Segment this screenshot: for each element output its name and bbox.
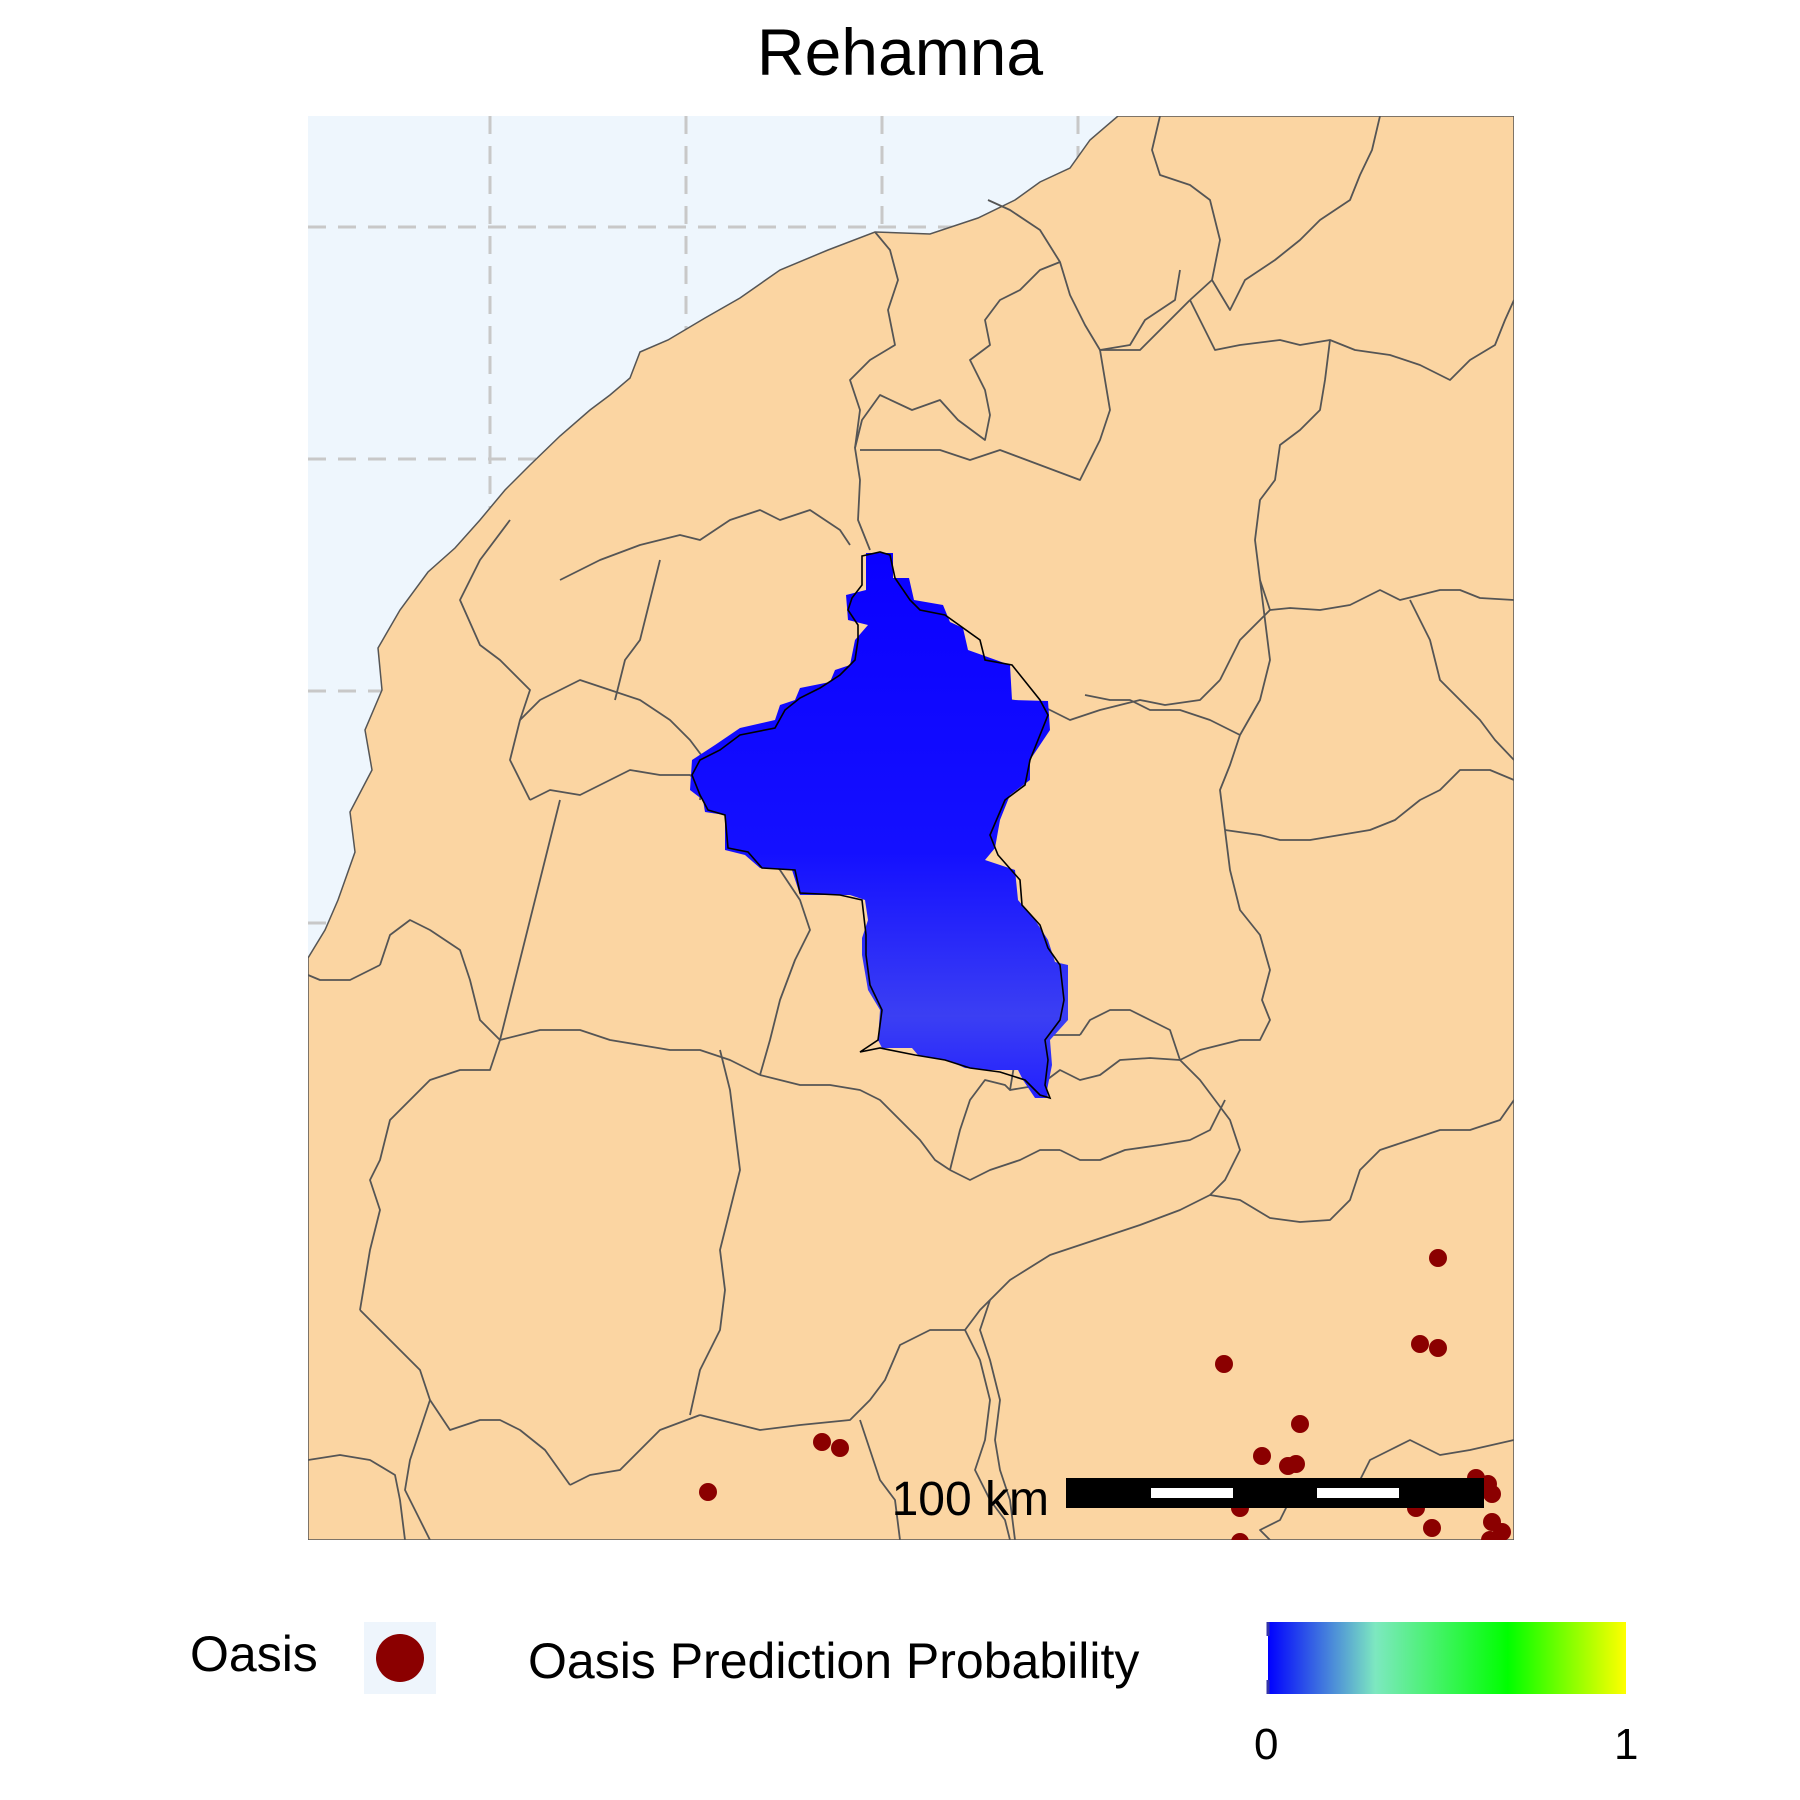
rehamna-region xyxy=(690,553,1068,1098)
oasis-point xyxy=(1429,1249,1447,1267)
oasis-point xyxy=(1423,1519,1441,1537)
colorbar-max-label: 1 xyxy=(1614,1720,1639,1769)
oasis-point xyxy=(831,1439,849,1457)
oasis-point xyxy=(1411,1335,1429,1353)
map-title: Rehamna xyxy=(756,15,1044,89)
oasis-point xyxy=(1253,1447,1271,1465)
scale-bar-label: 100 km xyxy=(892,1473,1049,1526)
legend-probability-label: Oasis Prediction Probability xyxy=(528,1633,1140,1689)
oasis-point xyxy=(1429,1339,1447,1357)
scale-bar: 100 km xyxy=(892,1473,1484,1526)
colorbar-min-label: 0 xyxy=(1254,1720,1279,1769)
oasis-point xyxy=(1481,1531,1499,1540)
oasis-point xyxy=(699,1483,717,1501)
legend-oasis-key xyxy=(364,1622,436,1694)
admin-borders xyxy=(308,116,1514,1540)
rehamna-outline xyxy=(691,551,1065,1100)
oasis-point xyxy=(1215,1355,1233,1373)
legend-oasis-label: Oasis xyxy=(190,1626,318,1682)
oasis-point xyxy=(1291,1415,1309,1433)
colorbar xyxy=(1266,1622,1626,1694)
oasis-marker-icon xyxy=(376,1634,424,1682)
oasis-point xyxy=(813,1433,831,1451)
oasis-point xyxy=(1287,1455,1305,1473)
oasis-point xyxy=(1231,1533,1249,1540)
oasis-point xyxy=(1483,1485,1501,1503)
